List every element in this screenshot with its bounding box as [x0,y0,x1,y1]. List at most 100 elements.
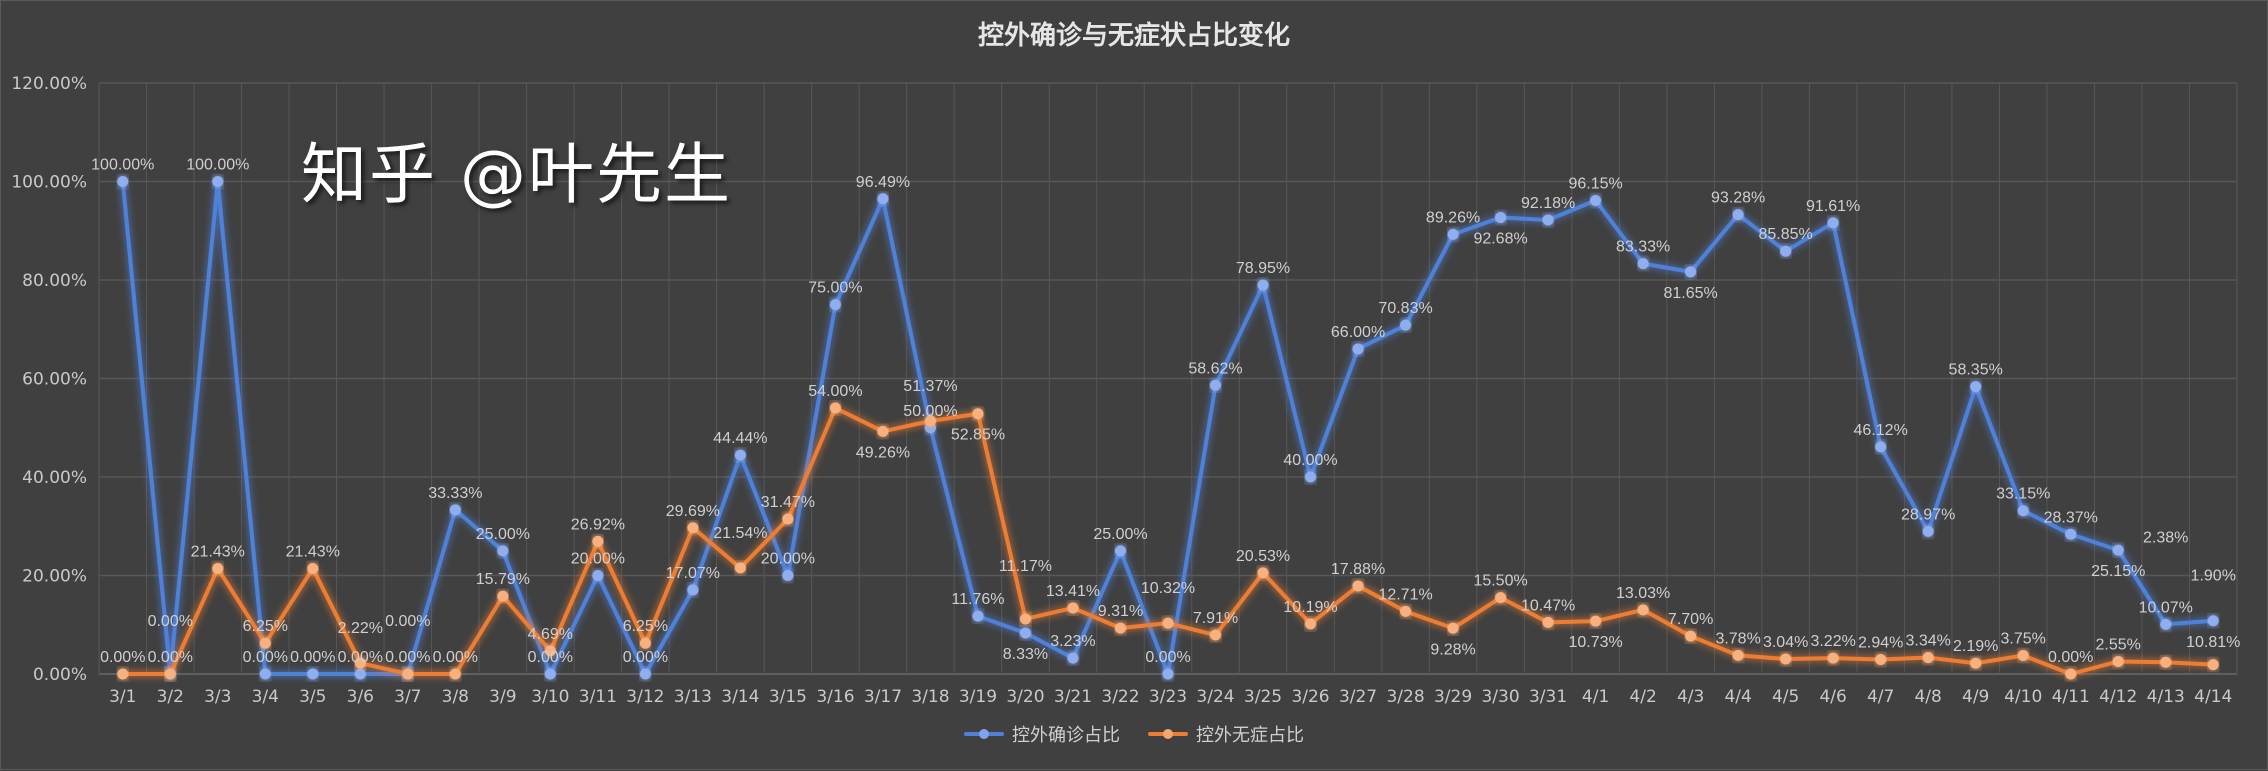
data-point-0 [259,668,271,680]
data-label-0: 10.07% [2139,599,2193,616]
data-label-1: 3.04% [1763,634,1808,651]
data-point-0 [1637,258,1649,270]
data-label-1: 3.34% [1905,633,1950,650]
data-label-1: 7.70% [1668,611,1713,628]
data-point-1 [734,562,746,574]
data-point-1 [1970,657,1982,669]
x-tick-label: 3/16 [816,687,854,707]
x-tick-label: 3/14 [721,687,759,707]
data-point-1 [924,415,936,427]
data-label-0: 78.95% [1236,260,1290,277]
x-tick-label: 3/4 [252,687,279,707]
x-tick-label: 3/8 [442,687,469,707]
data-label-0: 28.97% [1901,506,1955,523]
x-tick-label: 3/30 [1481,687,1519,707]
data-point-0 [2017,505,2029,517]
data-label-0: 28.37% [2044,509,2098,526]
legend-item-asymptomatic[interactable]: 控外无症占比 [1148,721,1304,747]
data-point-0 [1970,381,1982,393]
data-point-0 [829,299,841,311]
y-tick-label: 100.00% [11,173,87,193]
data-label-1: 3.75% [2001,631,2046,648]
data-label-0: 33.33% [428,485,482,502]
data-point-0 [1447,228,1459,240]
data-point-1 [1922,652,1934,664]
data-point-0 [1210,379,1222,391]
data-point-1 [2065,668,2077,680]
data-label-0: 0.00% [385,649,430,666]
legend-label-confirmed: 控外确诊占比 [1012,725,1120,746]
data-label-1: 7.91% [1193,610,1238,627]
data-point-1 [1732,649,1744,661]
data-point-0 [449,504,461,516]
x-tick-label: 4/5 [1772,687,1799,707]
data-label-1: 15.50% [1473,573,1527,590]
data-point-0 [544,668,556,680]
data-label-1: 51.37% [903,378,957,395]
data-point-0 [1780,245,1792,257]
data-point-1 [1400,605,1412,617]
data-label-1: 11.17% [999,558,1052,575]
x-tick-label: 4/8 [1914,687,1941,707]
data-point-0 [877,193,889,205]
data-point-0 [2207,615,2219,627]
data-point-1 [687,522,699,534]
x-tick-label: 3/19 [959,687,997,707]
data-label-1: 31.47% [761,494,815,511]
data-label-1: 15.79% [476,571,530,588]
y-tick-label: 80.00% [22,271,87,291]
data-label-1: 20.53% [1236,548,1290,565]
x-tick-label: 3/10 [531,687,569,707]
x-tick-label: 3/28 [1386,687,1424,707]
data-label-1: 12.71% [1378,586,1432,603]
x-tick-label: 3/2 [157,687,184,707]
y-tick-label: 20.00% [22,567,87,587]
data-label-0: 0.00% [528,649,573,666]
data-label-0: 40.00% [1283,452,1337,469]
data-label-0: 25.15% [2091,563,2145,580]
data-point-1 [117,668,129,680]
data-label-0: 0.00% [290,649,335,666]
data-label-0: 75.00% [808,280,862,297]
data-point-0 [972,610,984,622]
x-tick-label: 4/12 [2099,687,2137,707]
data-label-0: 20.00% [761,551,815,568]
data-point-1 [592,535,604,547]
data-label-1: 0.00% [2048,649,2093,666]
data-label-1: 2.22% [338,620,383,637]
data-label-0: 81.65% [1663,285,1717,302]
data-label-1: 17.88% [1331,561,1385,578]
legend-swatch-asymptomatic [1148,729,1188,739]
x-tick-label: 4/9 [1962,687,1989,707]
data-point-0 [2160,618,2172,630]
data-label-1: 26.92% [571,516,625,533]
data-point-1 [544,645,556,657]
data-point-0 [1400,319,1412,331]
legend-item-confirmed[interactable]: 控外确诊占比 [964,721,1120,747]
x-tick-label: 4/7 [1867,687,1894,707]
x-tick-label: 3/21 [1054,687,1092,707]
x-tick-label: 3/26 [1291,687,1329,707]
data-point-0 [1922,525,1934,537]
data-point-1 [354,657,366,669]
x-tick-label: 3/3 [204,687,231,707]
data-point-1 [2207,659,2219,671]
x-tick-label: 3/24 [1196,687,1234,707]
data-point-1 [1067,602,1079,614]
data-label-0: 0.00% [623,649,668,666]
data-label-1: 3.78% [1715,630,1760,647]
data-label-1: 21.54% [713,525,767,542]
data-point-0 [1352,343,1364,355]
data-label-1: 2.94% [1858,635,1903,652]
data-point-0 [1019,627,1031,639]
data-point-1 [497,590,509,602]
data-label-0: 93.28% [1711,190,1765,207]
data-point-0 [1875,441,1887,453]
data-point-1 [1305,618,1317,630]
data-point-1 [1827,652,1839,664]
data-point-1 [829,402,841,414]
data-point-0 [687,584,699,596]
data-point-1 [1495,592,1507,604]
data-label-1: 13.41% [1046,583,1100,600]
data-point-1 [402,668,414,680]
